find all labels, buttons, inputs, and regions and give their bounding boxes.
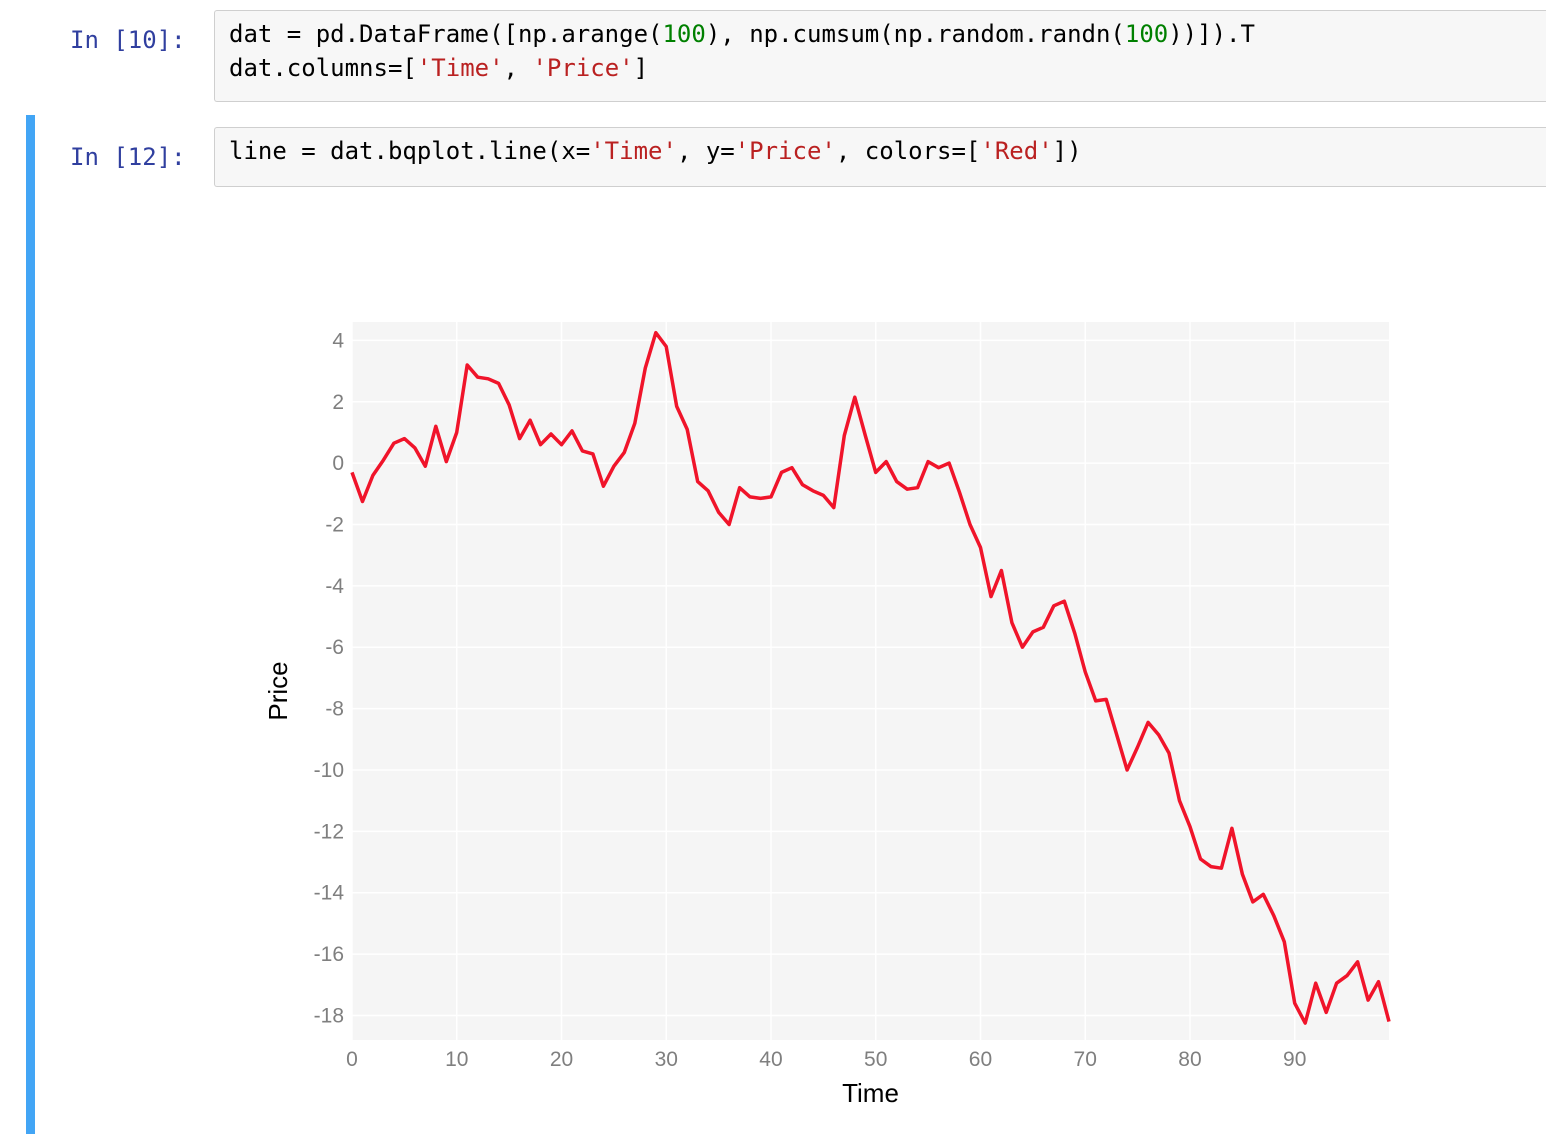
- code-input-area[interactable]: line = dat.bqplot.line(x='Time', y='Pric…: [214, 127, 1546, 187]
- code-token: ), np.cumsum(np.random.randn(: [705, 20, 1125, 48]
- code-token: line = dat.bqplot.line(x=: [229, 137, 591, 165]
- number-token: 100: [1124, 20, 1169, 48]
- x-tick-label: 10: [445, 1048, 468, 1071]
- code-token: ]): [1052, 137, 1082, 165]
- input-prompt: In [12]:: [70, 143, 186, 171]
- code-line: line = dat.bqplot.line(x='Time', y='Pric…: [229, 134, 1546, 168]
- x-tick-label: 70: [1074, 1048, 1097, 1071]
- code-cell-10[interactable]: In [10]: dat = pd.DataFrame([np.arange(1…: [0, 0, 1546, 105]
- y-tick-label: 0: [332, 452, 344, 475]
- x-tick-label: 50: [864, 1048, 887, 1071]
- code-token: ,: [503, 54, 533, 82]
- number-token: 100: [662, 20, 706, 48]
- y-tick-label: -14: [314, 882, 345, 905]
- code-token: , colors=[: [835, 137, 981, 165]
- y-tick-label: -6: [325, 636, 344, 659]
- x-tick-label: 60: [969, 1048, 992, 1071]
- y-tick-label: -10: [314, 759, 344, 782]
- y-tick-label: -4: [325, 575, 344, 598]
- code-input-area[interactable]: dat = pd.DataFrame([np.arange(100), np.c…: [214, 10, 1546, 102]
- x-tick-label: 40: [759, 1048, 782, 1071]
- y-tick-label: -8: [325, 698, 344, 721]
- code-token: dat = pd.DataFrame([np.arange(: [229, 20, 663, 48]
- y-tick-label: -2: [325, 514, 344, 537]
- string-token: 'Time': [416, 54, 504, 82]
- code-token: ]: [633, 54, 649, 82]
- x-tick-label: 90: [1283, 1048, 1306, 1071]
- input-prompt: In [10]:: [70, 26, 186, 54]
- string-token: 'Red': [980, 137, 1053, 165]
- code-line: dat = pd.DataFrame([np.arange(100), np.c…: [229, 17, 1546, 51]
- y-axis-title: Price: [263, 661, 293, 720]
- string-token: 'Price': [734, 137, 836, 165]
- series-line-price[interactable]: [350, 330, 1391, 1025]
- x-tick-label: 0: [346, 1048, 358, 1071]
- x-tick-label: 20: [550, 1048, 573, 1071]
- grid-lines: [351, 322, 1389, 1040]
- string-token: 'Time': [590, 137, 677, 165]
- x-tick-label: 80: [1178, 1048, 1201, 1071]
- y-tick-label: -18: [314, 1004, 344, 1027]
- selected-cell-indicator: [26, 115, 35, 1134]
- code-line: dat.columns=['Time', 'Price']: [229, 51, 1546, 85]
- code-token: ))]).T: [1168, 20, 1255, 48]
- y-tick-label: 2: [332, 391, 344, 414]
- y-tick-label: -16: [314, 943, 344, 966]
- y-tick-label: -12: [314, 820, 344, 843]
- code-cell-12[interactable]: In [12]: line = dat.bqplot.line(x='Time'…: [0, 115, 1546, 1134]
- code-token: dat.columns=[: [229, 54, 417, 82]
- y-tick-label: 4: [332, 329, 344, 352]
- x-axis-title: Time: [842, 1078, 899, 1108]
- code-token: , y=: [676, 137, 735, 165]
- string-token: 'Price': [532, 54, 634, 82]
- tick-labels: 420-2-4-6-8-10-12-14-16-180 10 20 30 40 50 60 7…: [314, 329, 1307, 1071]
- x-tick-label: 30: [655, 1048, 678, 1071]
- plot-area: [352, 322, 1389, 1040]
